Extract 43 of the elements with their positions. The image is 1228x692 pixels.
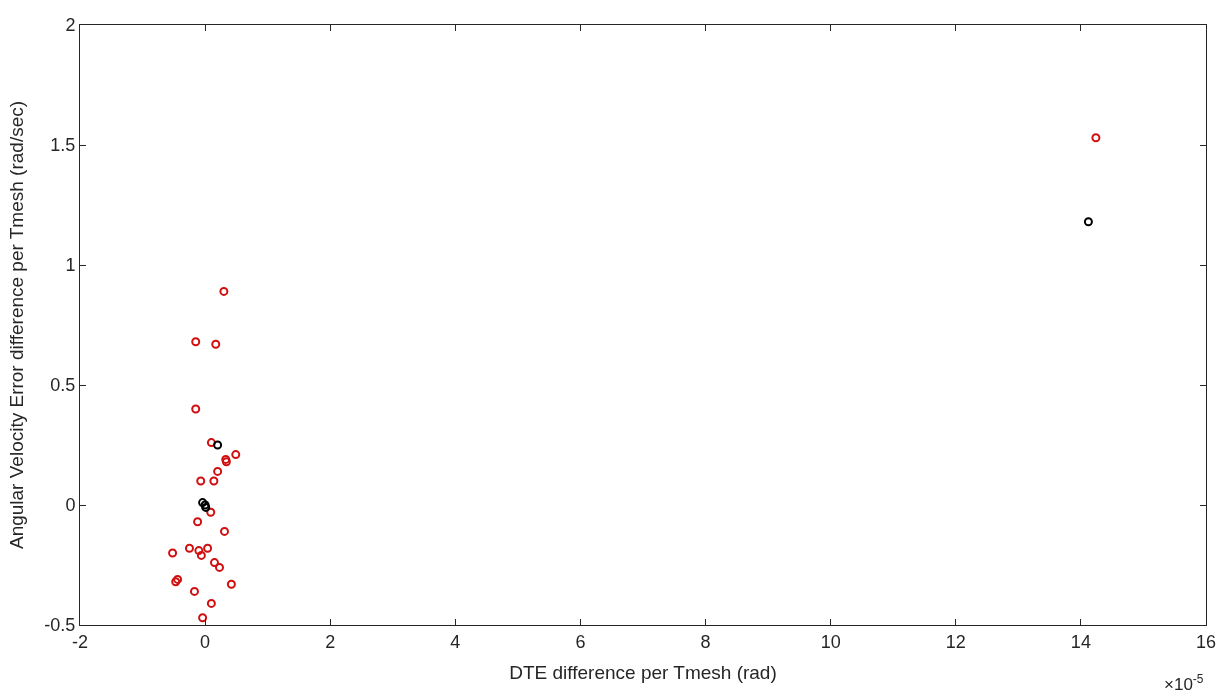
x-tick-label: 12 [945, 631, 966, 652]
point [206, 507, 216, 517]
y-tick-label: 2 [65, 15, 76, 36]
point [189, 586, 199, 596]
point [219, 286, 229, 296]
x-tick-label: 10 [820, 631, 841, 652]
y-tick-label: 0 [65, 495, 76, 516]
point [191, 404, 201, 414]
y-tick-label: 1.5 [50, 135, 76, 156]
x-tick-label: 8 [700, 631, 711, 652]
point [191, 337, 201, 347]
point [231, 450, 241, 460]
point [209, 476, 219, 486]
point [1091, 133, 1101, 143]
text: ×10$^{-5}$ [1164, 672, 1204, 692]
point [209, 558, 219, 568]
point [215, 562, 224, 572]
point [184, 543, 194, 553]
x-axis-title: DTE difference per Tmesh (rad) [509, 662, 777, 684]
y-tick-label: 0.5 [50, 375, 76, 396]
point [213, 440, 223, 450]
point [196, 476, 206, 486]
point [206, 438, 216, 448]
point [193, 517, 203, 527]
y-tick-label: 1 [65, 255, 76, 276]
point [213, 466, 223, 476]
point [196, 550, 206, 560]
point [198, 613, 208, 623]
x-tick-label: 14 [1070, 631, 1091, 652]
x-tick-label: 6 [575, 631, 586, 652]
point [194, 546, 204, 556]
x-tick-label: 0 [200, 631, 211, 652]
y-axis-title: Angular Velocity Error difference per Tmesh (rad/sec) [6, 100, 28, 550]
point [168, 548, 178, 558]
x-tick-label: 2 [325, 631, 336, 652]
x-tick-label: 4 [450, 631, 461, 652]
point [203, 543, 213, 553]
point [226, 579, 236, 589]
point [220, 526, 229, 536]
x-tick-label: 16 [1195, 631, 1217, 652]
point [211, 339, 221, 349]
point [206, 598, 216, 608]
point [1083, 217, 1093, 227]
